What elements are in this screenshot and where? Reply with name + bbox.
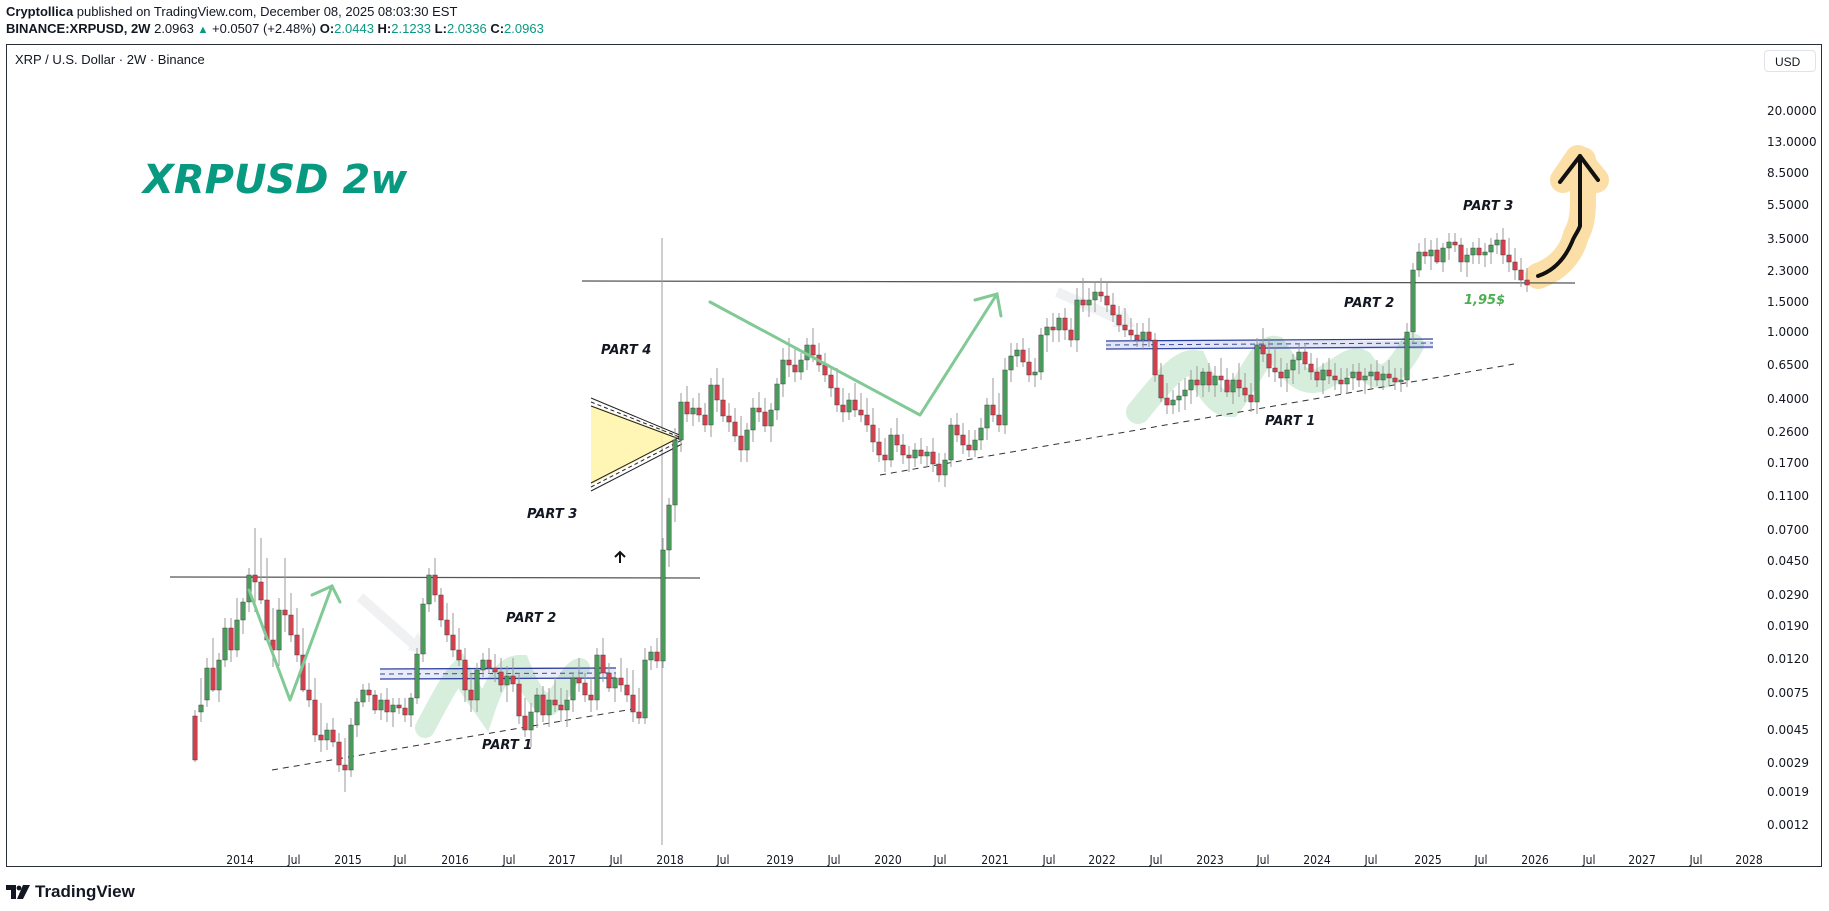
chart-frame[interactable] [6, 44, 1822, 867]
low-label: L: [434, 21, 447, 36]
time-tick-label: 2023 [1196, 853, 1224, 867]
symbol-label: BINANCE:XRPUSD, 2W [6, 21, 151, 36]
open-value: 2.0443 [334, 21, 374, 36]
time-tick-label: 2022 [1088, 853, 1116, 867]
time-tick-label: 2014 [226, 853, 254, 867]
annotation-left-part4: PART 4 [601, 343, 652, 358]
high-label: H: [377, 21, 392, 36]
price-tick-label: 0.1700 [1767, 456, 1809, 470]
time-tick-label: 2024 [1303, 853, 1331, 867]
triangle-up-icon: ▲ [197, 24, 209, 36]
price-tick-label: 0.0290 [1767, 588, 1809, 602]
forecast-arrow-icon [1536, 154, 1600, 278]
time-tick-label: Jul [393, 853, 407, 867]
low-value: 2.0336 [446, 21, 487, 36]
author-name[interactable]: Cryptollica [6, 4, 74, 19]
high-value: 2.1233 [391, 21, 432, 36]
time-tick-label: 2018 [656, 853, 684, 867]
time-tick-label: 2027 [1628, 853, 1656, 867]
time-tick-label: Jul [827, 853, 841, 867]
time-tick-label: 2028 [1735, 853, 1763, 867]
brand-name: TradingView [35, 882, 135, 901]
price-tick-label: 0.0190 [1767, 619, 1809, 633]
price-tick-label: 1.0000 [1767, 325, 1809, 339]
price-tick-label: 13.0000 [1767, 135, 1817, 149]
symbol-info: BINANCE:XRPUSD, 2W 2.0963 ▲ +0.0507 (+2.… [6, 21, 544, 38]
annotation-right-part2: PART 2 [1344, 296, 1395, 311]
annotation-right-part1: PART 1 [1265, 414, 1316, 429]
price-tick-label: 8.5000 [1767, 166, 1809, 180]
close-value: 2.0963 [504, 21, 544, 36]
support-price-label: 1,95$ [1464, 293, 1506, 308]
price-tick-label: 0.1100 [1767, 489, 1809, 503]
price-tick-label: 3.5000 [1767, 232, 1809, 246]
price-tick-label: 20.0000 [1767, 104, 1817, 118]
price-tick-label: 0.0450 [1767, 554, 1809, 568]
time-tick-label: 2017 [548, 853, 576, 867]
time-tick-label: Jul [1689, 853, 1703, 867]
time-tick-label: Jul [1149, 853, 1163, 867]
time-tick-label: 2026 [1521, 853, 1549, 867]
price-tick-label: 0.0029 [1767, 756, 1809, 770]
time-tick-label: Jul [1474, 853, 1488, 867]
annotation-left-part3: PART 3 [527, 507, 578, 522]
currency-button[interactable]: USD [1764, 50, 1816, 72]
zigzag-arrow-left [247, 584, 342, 702]
price-tick-label: 0.0120 [1767, 652, 1809, 666]
price-tick-label: 0.0045 [1767, 723, 1809, 737]
open-label: O: [319, 21, 335, 36]
price-tick-label: 1.5000 [1767, 295, 1809, 309]
publish-text: published on TradingView.com, December 0… [73, 4, 458, 19]
chart-big-label: XRPUSD 2w [143, 157, 408, 203]
price-tick-label: 0.0019 [1767, 785, 1809, 799]
price-tick-label: 0.0075 [1767, 686, 1809, 700]
time-tick-label: Jul [1582, 853, 1596, 867]
close-label: C: [490, 21, 505, 36]
time-tick-label: Jul [1256, 853, 1270, 867]
time-tick-label: Jul [933, 853, 947, 867]
time-tick-label: 2015 [334, 853, 362, 867]
time-tick-label: 2019 [766, 853, 794, 867]
time-tick-label: 2020 [874, 853, 902, 867]
time-tick-label: 2025 [1414, 853, 1442, 867]
time-tick-label: Jul [287, 853, 301, 867]
price-change: +0.0507 (+2.48%) [212, 21, 317, 36]
tradingview-logo[interactable]: TradingView [6, 882, 135, 902]
time-tick-label: 2021 [981, 853, 1009, 867]
price-tick-label: 2.3000 [1767, 264, 1809, 278]
time-tick-label: 2016 [441, 853, 469, 867]
faded-down-arrow-left [356, 593, 428, 655]
annotation-right-part3: PART 3 [1463, 199, 1514, 214]
time-tick-label: Jul [502, 853, 516, 867]
price-tick-label: 0.2600 [1767, 425, 1809, 439]
tradingview-icon [6, 885, 30, 899]
chart-title[interactable]: XRP / U.S. Dollar · 2W · Binance [15, 52, 205, 67]
triangle-pattern [590, 397, 683, 492]
candlestick-series [192, 228, 1530, 792]
price-tick-label: 0.4000 [1767, 392, 1809, 406]
price-tick-label: 0.0012 [1767, 818, 1809, 832]
annotation-left-part1: PART 1 [482, 738, 533, 753]
annotation-left-part2: PART 2 [506, 611, 557, 626]
price-tick-label: 0.6500 [1767, 358, 1809, 372]
last-price: 2.0963 [154, 21, 194, 36]
publish-info: Cryptollica published on TradingView.com… [6, 4, 457, 20]
trendline-right [879, 363, 1515, 476]
time-tick-label: Jul [716, 853, 730, 867]
zigzag-arrow-mid [708, 292, 1003, 417]
price-tick-label: 5.5000 [1767, 198, 1809, 212]
price-tick-label: 0.0700 [1767, 523, 1809, 537]
time-tick-label: Jul [1364, 853, 1378, 867]
time-tick-label: Jul [609, 853, 623, 867]
up-arrow-icon [614, 550, 626, 563]
resistance-line-2018 [581, 280, 1576, 284]
time-tick-label: Jul [1042, 853, 1056, 867]
